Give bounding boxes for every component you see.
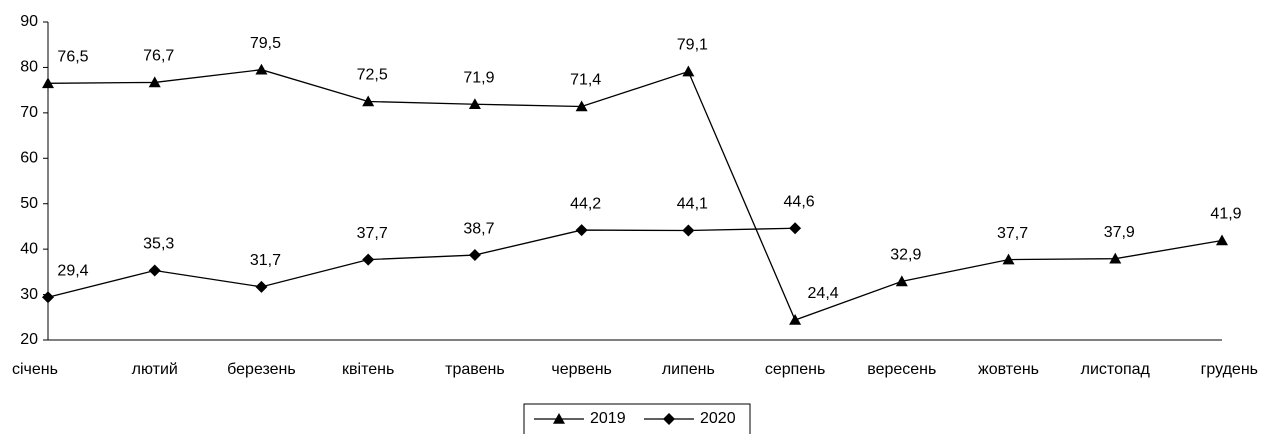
point [682, 65, 695, 77]
point [42, 291, 54, 304]
data-label: 76,7 [143, 48, 174, 65]
point [1002, 253, 1015, 265]
data-label: 31,7 [250, 252, 281, 269]
point [362, 253, 375, 266]
data-label: 37,7 [357, 225, 388, 242]
data-label: 76,5 [57, 49, 88, 66]
data-label: 37,9 [1104, 224, 1135, 241]
x-tick-label: лютий [132, 361, 178, 378]
x-tick-label: січень [12, 361, 58, 378]
data-label: 71,4 [570, 72, 601, 89]
y-tick-label: 30 [20, 286, 38, 303]
point [362, 95, 375, 107]
legend-label: 2020 [700, 410, 736, 427]
x-tick-label: грудень [1201, 361, 1258, 378]
point [575, 224, 588, 237]
point [255, 280, 268, 293]
legend-marker [663, 413, 675, 425]
series-line [47, 69, 1223, 321]
legend-box [523, 403, 751, 434]
point [1216, 234, 1228, 246]
point [148, 76, 161, 88]
data-label: 24,4 [808, 285, 839, 302]
data-label: 38,7 [463, 220, 494, 237]
data-label: 32,9 [890, 247, 921, 264]
point [255, 63, 268, 75]
point [42, 77, 54, 89]
point [468, 98, 481, 110]
data-label: 44,6 [784, 193, 815, 210]
point [789, 314, 802, 325]
y-tick-label: 80 [20, 59, 38, 76]
data-label: 79,5 [250, 35, 281, 52]
legend-label: 2019 [590, 410, 626, 427]
y-tick-label: 90 [20, 13, 38, 30]
legend-marker [553, 413, 565, 424]
data-label: 37,7 [997, 225, 1028, 242]
data-label: 44,1 [677, 196, 708, 213]
point [789, 222, 802, 235]
series-line [47, 227, 796, 298]
legend: 2019 2020 [523, 403, 751, 434]
x-tick-label: травень [445, 361, 505, 378]
y-tick-label: 50 [20, 195, 38, 212]
y-tick-label: 40 [20, 240, 38, 257]
data-label: 44,2 [570, 195, 601, 212]
data-label: 35,3 [143, 236, 174, 253]
data-label: 29,4 [57, 263, 88, 280]
y-tick-label: 20 [20, 331, 38, 348]
data-label: 79,1 [677, 37, 708, 54]
point [148, 264, 161, 277]
point [575, 100, 588, 112]
x-tick-label: липень [662, 361, 715, 378]
point [1109, 252, 1122, 264]
data-label: 72,5 [357, 67, 388, 84]
x-tick-label: квітень [342, 361, 394, 378]
data-label: 41,9 [1210, 206, 1241, 223]
data-label: 71,9 [463, 69, 494, 86]
x-tick-label: вересень [867, 361, 936, 378]
x-tick-label: червень [551, 361, 612, 378]
point [468, 249, 481, 262]
x-tick-label: жовтень [978, 361, 1039, 378]
y-tick-label: 70 [20, 104, 38, 121]
y-tick-label: 60 [20, 150, 38, 167]
x-tick-label: листопад [1081, 361, 1151, 378]
x-tick-label: березень [227, 361, 296, 378]
x-tick-label: серпень [765, 361, 826, 378]
point [682, 224, 695, 237]
point [895, 275, 908, 287]
